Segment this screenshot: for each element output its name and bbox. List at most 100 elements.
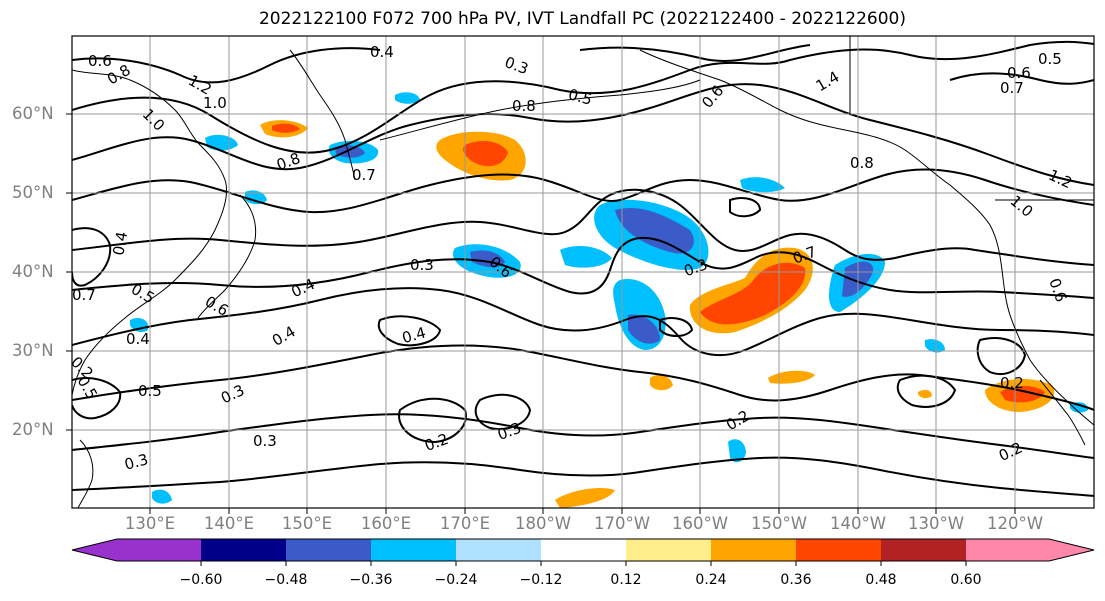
shade-neg-central-pacific-core: [615, 207, 694, 254]
shade-neg-subtropic-core: [628, 314, 660, 344]
colorbar-tick-label: 0.60: [950, 572, 982, 588]
colorbar-swatch: [116, 539, 202, 561]
contour-label: 0.4: [109, 230, 131, 257]
contour-line: [474, 393, 532, 430]
contour-line: [72, 377, 122, 420]
map-title: 2022122100 F072 700 hPa PV, IVT Landfall…: [258, 9, 906, 29]
contour-line: [976, 337, 1027, 375]
colorbar-swatch: [966, 539, 1050, 561]
shade-neg-gulf-of-alaska: [740, 177, 785, 193]
shade-neg-west-pacific-south: [152, 489, 172, 504]
colorbar-tick-label: 0.48: [865, 572, 897, 588]
lat-label: 30°N: [12, 341, 54, 360]
lon-label: 160°W: [671, 514, 729, 533]
contour-label: 0.8: [512, 97, 536, 115]
lon-label: 130°W: [907, 514, 965, 533]
colorbar-swatch: [72, 539, 117, 561]
colorbar-swatch: [881, 539, 967, 561]
lon-label: 150°W: [750, 514, 808, 533]
axis-ticks: [66, 113, 1016, 514]
shade-pos-small-west: [918, 389, 932, 399]
colorbar-tick-label: −0.60: [179, 572, 223, 588]
contour-line: [377, 315, 442, 347]
contour-line: [729, 197, 762, 218]
contour-line: [72, 188, 1094, 266]
lon-label: 140°E: [203, 514, 255, 533]
shade-pos-central-subtropic: [650, 374, 673, 391]
contour-label: 0.6: [88, 52, 112, 70]
contour-label: 0.4: [400, 323, 428, 347]
lon-label: 140°W: [829, 514, 887, 533]
contour-label: 0.4: [126, 330, 150, 348]
contour-line: [72, 413, 1094, 459]
shaded-regions: [130, 92, 1088, 508]
lon-label: 150°E: [281, 514, 333, 533]
contour-label: 1.0: [203, 94, 227, 112]
colorbar-swatch: [201, 539, 287, 561]
contour-label: 0.4: [370, 43, 394, 61]
shade-neg-subtropic-small-1: [925, 339, 945, 353]
contour-label: 0.5: [138, 382, 162, 400]
colorbar-swatch: [541, 539, 627, 561]
contour-line: [72, 40, 1094, 154]
colorbar-tick-label: −0.12: [519, 572, 563, 588]
shade-neg-okhotsk-core: [335, 145, 365, 158]
colorbar-swatch: [626, 539, 712, 561]
contour-label: 0.2: [1000, 374, 1024, 392]
coast-kamchatka: [289, 49, 356, 181]
colorbar-outline: [71, 538, 1095, 562]
contour-line: [72, 227, 112, 287]
coast-east-asia: [72, 69, 228, 396]
contour-label: 0.7: [352, 166, 376, 184]
lat-label: 40°N: [12, 262, 54, 281]
contour-label: 0.6: [1007, 64, 1031, 82]
shade-pos-baja-core: [1000, 386, 1045, 403]
shade-neg-hawaii-north: [560, 246, 612, 268]
shade-pos-bering-core: [463, 140, 508, 167]
contour-line: [72, 287, 1094, 357]
contour-line: [72, 47, 381, 84]
colorbar: [71, 538, 1095, 566]
colorbar-swatch: [796, 539, 882, 561]
colorbar-swatch: [1049, 539, 1094, 561]
coast-baja: [1039, 379, 1086, 446]
lat-label: 50°N: [12, 183, 54, 202]
coastlines: [72, 36, 1094, 508]
coast-aleutians: [379, 79, 701, 141]
contour-line: [949, 72, 1094, 85]
colorbar-tick-label: −0.24: [434, 572, 478, 588]
coast-japan: [197, 194, 257, 319]
pv-contours: [72, 40, 1094, 497]
shade-pos-tropic: [555, 488, 615, 508]
shade-pos-subtropic-east: [768, 370, 815, 384]
shade-neg-baja: [1070, 402, 1088, 413]
contour-line: [72, 344, 1094, 411]
shade-pos-kamchatka-core: [272, 123, 300, 133]
coast-north-america: [949, 184, 1094, 426]
colorbar-swatch: [711, 539, 797, 561]
contour-line: [72, 236, 1094, 299]
lon-label: 120°W: [986, 514, 1044, 533]
lat-label: 60°N: [12, 104, 54, 123]
contour-label: 0.8: [850, 154, 874, 172]
coast-alaska: [639, 49, 951, 186]
colorbar-tick-label: 0.24: [695, 572, 727, 588]
shade-neg-bering-north: [395, 92, 420, 104]
colorbar-tick-label: 0.12: [610, 572, 642, 588]
lon-label: 130°E: [124, 514, 176, 533]
lon-label: 170°W: [593, 514, 651, 533]
colorbar-tick-label: 0.36: [780, 572, 812, 588]
colorbar-swatch: [286, 539, 372, 561]
colorbar-tick-label: −0.36: [349, 572, 393, 588]
contour-label: 0.7: [1000, 79, 1024, 97]
contour-line: [896, 374, 957, 408]
contour-label: 0.5: [566, 85, 594, 109]
lon-label: 180°W: [514, 514, 572, 533]
contour-label: 0.7: [72, 286, 96, 304]
shade-neg-japan-small: [245, 190, 267, 205]
shade-neg-hawaii: [728, 439, 746, 463]
contour-label: 0.3: [410, 256, 434, 274]
lon-label: 160°E: [360, 514, 412, 533]
graticule: [72, 36, 1094, 508]
contour-line: [398, 397, 467, 444]
